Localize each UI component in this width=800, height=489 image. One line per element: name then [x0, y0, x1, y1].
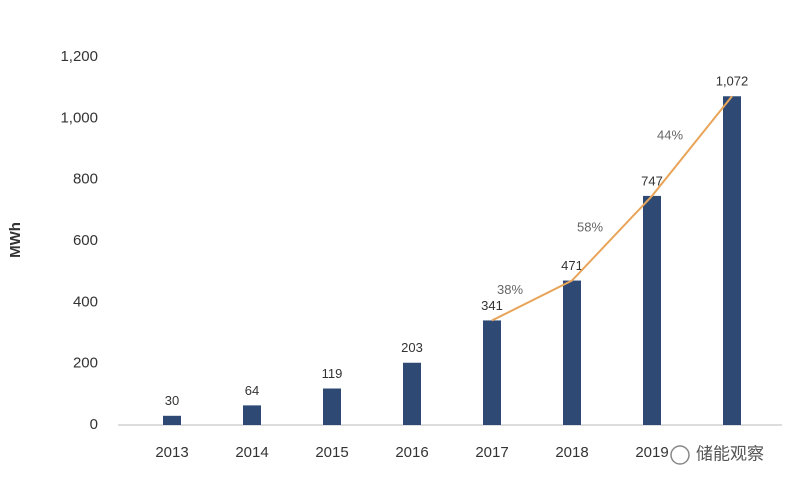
bar: [723, 96, 741, 426]
x-tick-label: 2016: [395, 444, 428, 461]
watermark: 储能观察: [696, 444, 764, 463]
data-label: 1,072: [716, 74, 749, 89]
y-tick-label: 1,000: [60, 109, 98, 126]
x-tick-label: 2015: [315, 444, 348, 461]
y-tick-label: 1,200: [60, 48, 98, 65]
x-tick-label: 2018: [555, 444, 588, 461]
y-tick-label: 200: [73, 355, 98, 372]
bar: [243, 405, 261, 425]
data-label: 341: [481, 298, 503, 313]
y-axis-label: MWh: [7, 222, 24, 258]
y-tick-label: 400: [73, 293, 98, 310]
bar: [163, 415, 181, 425]
growth-label: 38%: [497, 282, 523, 297]
y-tick-label: 0: [90, 416, 98, 433]
data-label: 119: [322, 366, 343, 381]
growth-label: 58%: [577, 220, 603, 235]
line: [491, 95, 733, 322]
bar: [483, 320, 501, 425]
y-tick-label: 800: [73, 171, 98, 188]
data-label: 747: [641, 173, 663, 188]
data-label: 203: [401, 340, 423, 355]
x-tick-label: 2013: [155, 444, 188, 461]
x-tick-label: 2019: [635, 444, 668, 461]
data-label: 471: [561, 258, 583, 273]
y-tick-label: 600: [73, 232, 98, 249]
growth-label: 44%: [657, 128, 683, 143]
bar: [563, 280, 581, 425]
bar: [403, 362, 421, 425]
data-label: 30: [165, 393, 179, 408]
bar: [643, 195, 661, 425]
x-tick-label: 2017: [475, 444, 508, 461]
bar: [323, 388, 341, 425]
x-tick-label: 2014: [235, 444, 268, 461]
watermark-icon: [670, 445, 690, 465]
data-label: 64: [245, 383, 259, 398]
